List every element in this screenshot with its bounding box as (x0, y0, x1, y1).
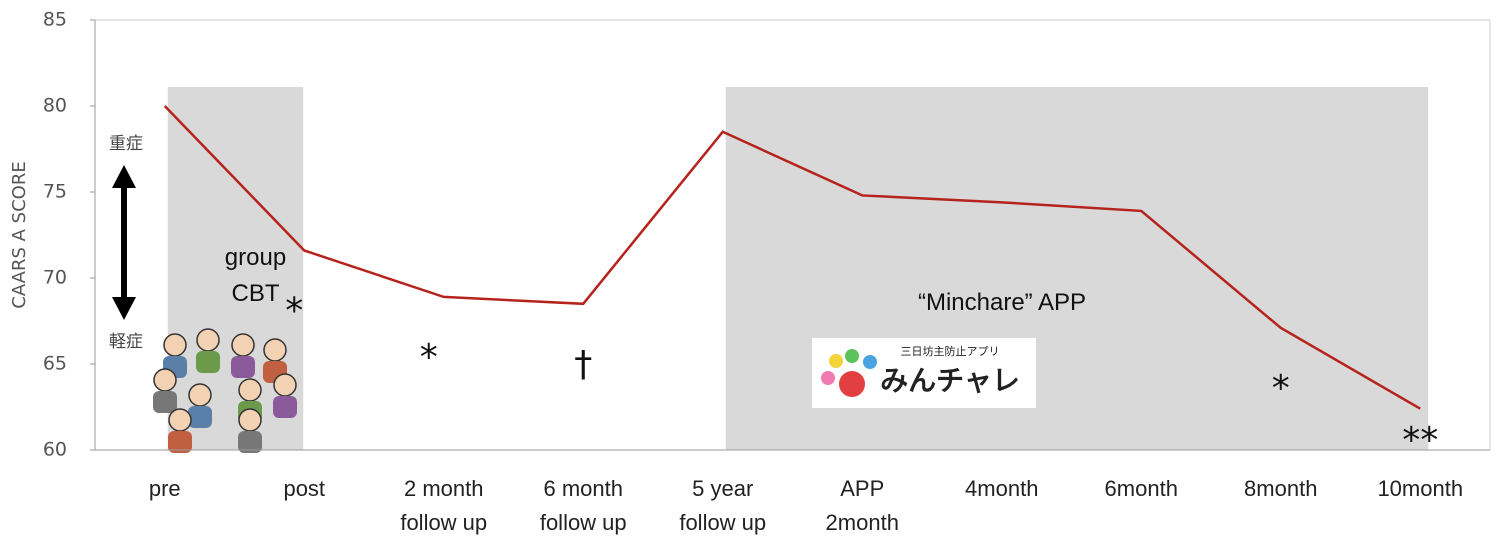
logo-dot (829, 354, 843, 368)
person-head (188, 383, 212, 407)
x-tick-label: 6 month follow up (539, 476, 627, 535)
person-head (168, 408, 192, 432)
person-head (153, 368, 177, 392)
logo-dot (863, 355, 877, 369)
x-tick-label: 10month (1377, 476, 1464, 501)
severity-high: 重症 (109, 134, 143, 154)
x-tick-label: 5 year follow up (679, 476, 767, 535)
significance-marker: * (420, 337, 438, 378)
logo-dot (821, 371, 835, 385)
significance-marker: ** (1402, 420, 1438, 461)
person-body (231, 356, 255, 378)
y-tick-label: 80 (43, 95, 67, 117)
y-tick-label: 60 (43, 439, 67, 461)
x-tick-label: 6month (1104, 476, 1178, 501)
y-axis-label: CAARS A SCORE (9, 161, 30, 308)
logo-dot (839, 371, 865, 397)
logo-tagline: 三日坊主防止アプリ (901, 344, 1000, 358)
x-tick-label: pre (148, 476, 181, 501)
person-head (238, 408, 262, 432)
person-head (231, 333, 255, 357)
logo-dot (845, 349, 859, 363)
region-label: group CBT (224, 244, 287, 307)
x-tick-label: post (283, 476, 326, 501)
arrow-head (112, 297, 136, 320)
data-line (163, 105, 1421, 410)
person-head (238, 378, 262, 402)
significance-marker: † (574, 344, 592, 385)
person-body (168, 431, 192, 453)
x-tick-label: 8month (1244, 476, 1318, 501)
x-tick-label: 2 month follow up (400, 476, 488, 535)
y-tick-label: 70 (43, 267, 67, 289)
person-head (196, 328, 220, 352)
x-tick-label: 4month (965, 476, 1039, 501)
severity-low: 軽症 (109, 332, 143, 352)
person-body (196, 351, 220, 373)
person-body (273, 396, 297, 418)
person-head (273, 373, 297, 397)
person-body (188, 406, 212, 428)
person-body (238, 431, 262, 453)
logo-name: みんチャレ (880, 364, 1020, 397)
y-tick-label: 65 (43, 353, 67, 375)
y-tick-label: 75 (43, 181, 67, 203)
person-body (153, 391, 177, 413)
x-tick-label: APP 2month (825, 476, 899, 535)
significance-marker: * (285, 290, 303, 331)
arrow-head (112, 165, 136, 188)
y-tick-label: 85 (43, 9, 67, 31)
person-head (163, 333, 187, 357)
person-head (263, 338, 287, 362)
region-label: “Minchare” APP (917, 289, 1087, 316)
significance-marker: * (1272, 368, 1290, 409)
